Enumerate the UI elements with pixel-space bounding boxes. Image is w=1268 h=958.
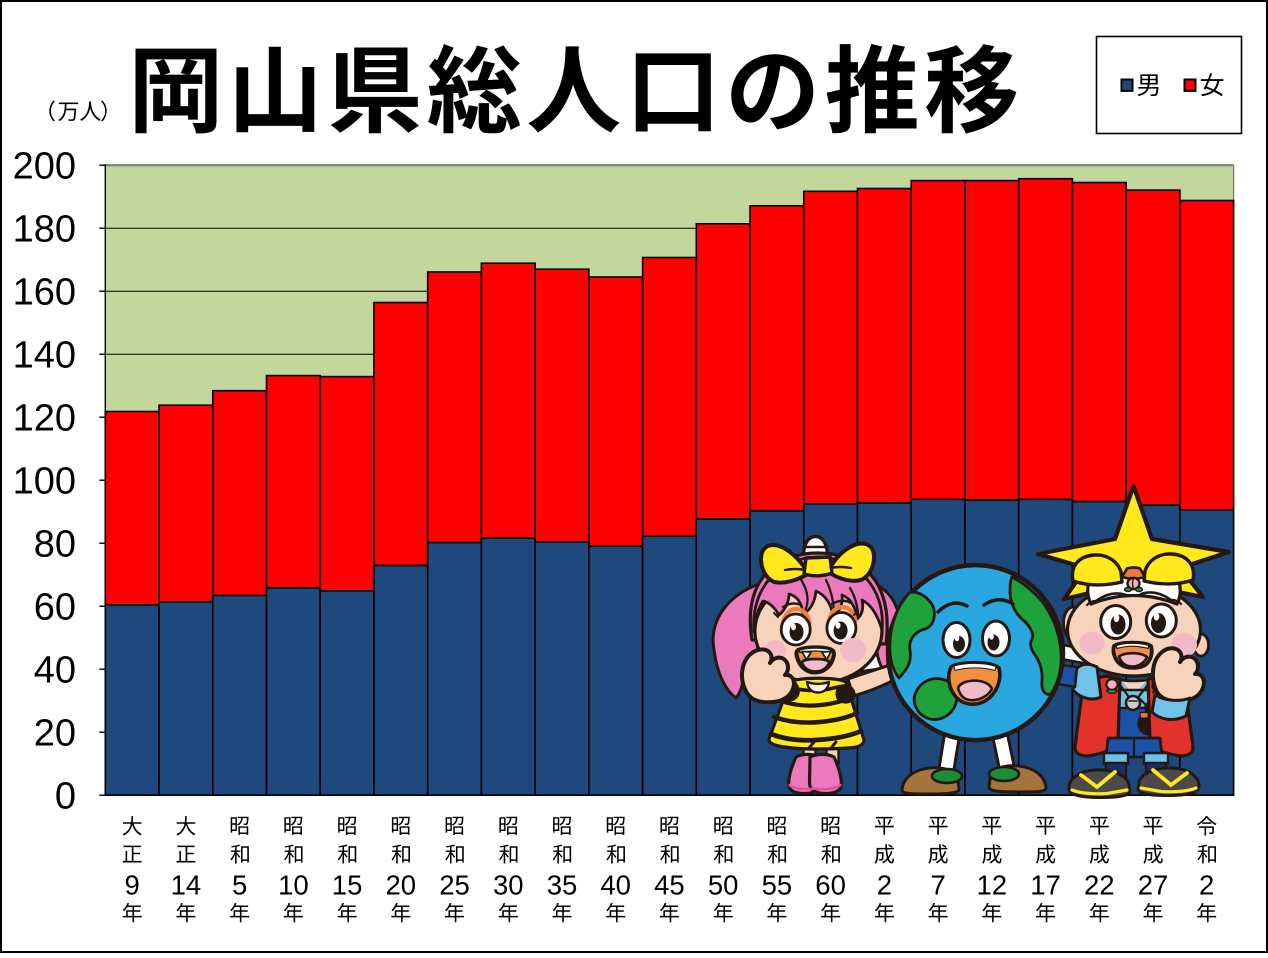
svg-text:80: 80 (34, 523, 76, 565)
svg-text:7: 7 (930, 869, 945, 900)
svg-text:20: 20 (386, 869, 417, 900)
svg-text:55: 55 (762, 869, 793, 900)
svg-text:120: 120 (13, 397, 76, 439)
svg-text:2: 2 (1199, 869, 1214, 900)
svg-text:35: 35 (547, 869, 578, 900)
svg-text:2: 2 (877, 869, 892, 900)
svg-text:10: 10 (278, 869, 309, 900)
svg-text:17: 17 (1030, 869, 1061, 900)
svg-text:30: 30 (493, 869, 524, 900)
svg-text:9: 9 (125, 869, 140, 900)
svg-text:25: 25 (439, 869, 470, 900)
svg-text:160: 160 (13, 271, 76, 313)
svg-text:200: 200 (13, 145, 76, 187)
svg-text:40: 40 (600, 869, 631, 900)
svg-text:100: 100 (13, 460, 76, 502)
svg-text:40: 40 (34, 649, 76, 691)
svg-text:0: 0 (55, 775, 76, 817)
svg-text:5: 5 (232, 869, 247, 900)
svg-text:22: 22 (1084, 869, 1115, 900)
svg-text:50: 50 (708, 869, 739, 900)
svg-text:20: 20 (34, 712, 76, 754)
svg-text:60: 60 (34, 586, 76, 628)
svg-text:140: 140 (13, 334, 76, 376)
svg-text:60: 60 (815, 869, 846, 900)
svg-text:45: 45 (654, 869, 685, 900)
svg-text:180: 180 (13, 208, 76, 250)
svg-text:12: 12 (977, 869, 1008, 900)
svg-text:15: 15 (332, 869, 363, 900)
svg-text:14: 14 (171, 869, 202, 900)
svg-text:27: 27 (1138, 869, 1169, 900)
